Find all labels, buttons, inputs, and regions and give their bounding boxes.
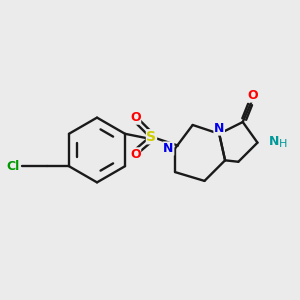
Text: N: N	[164, 142, 174, 155]
Text: O: O	[130, 148, 141, 161]
Text: Cl: Cl	[6, 160, 20, 173]
Text: N: N	[214, 122, 224, 135]
Text: O: O	[130, 111, 141, 124]
Text: H: H	[279, 139, 287, 149]
Text: S: S	[146, 130, 157, 144]
Text: O: O	[248, 89, 258, 102]
Text: N: N	[269, 135, 279, 148]
